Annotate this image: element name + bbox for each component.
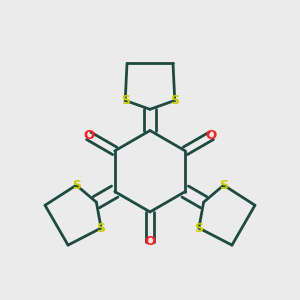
Text: O: O [206,129,217,142]
Text: S: S [121,94,130,107]
Text: S: S [97,222,106,235]
Text: O: O [144,236,156,248]
Text: S: S [170,94,179,107]
Text: O: O [83,129,94,142]
Text: S: S [219,179,228,192]
Text: S: S [194,222,203,235]
Text: S: S [72,179,81,192]
